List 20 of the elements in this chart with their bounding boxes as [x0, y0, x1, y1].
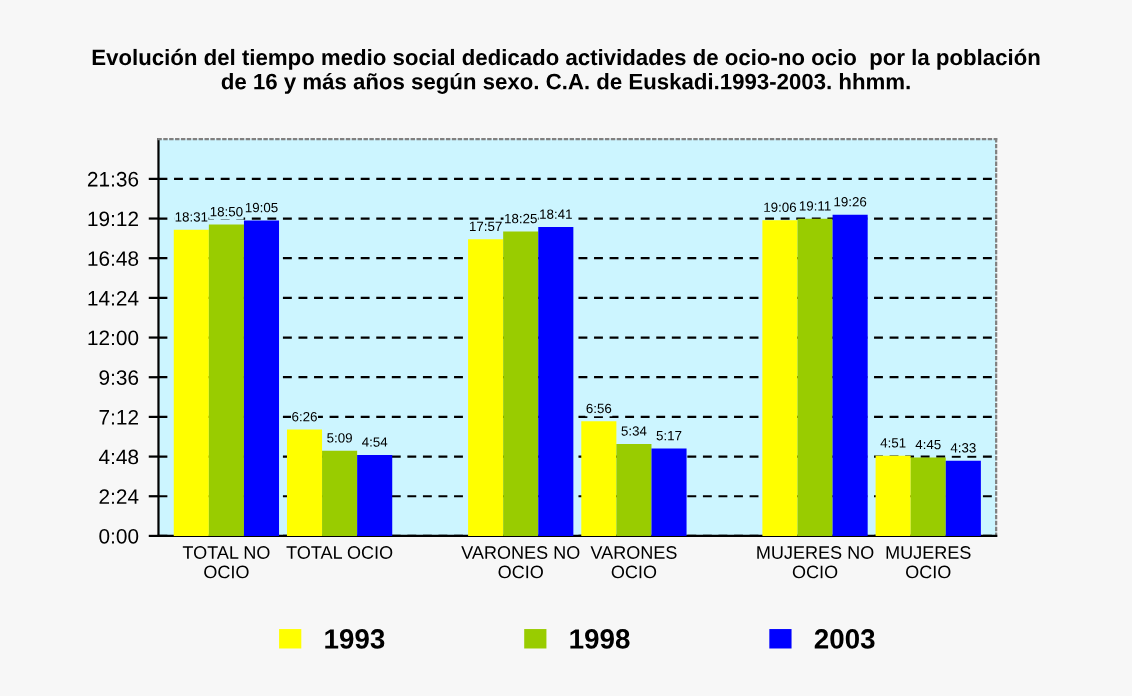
chart-title: Evolución del tiempo medio social dedicado actividades de ocio-no ocio por la población de 16 y más años según sexo. C.A. de Euskadi.1993-2003. hhmm.: [92, 48, 1040, 94]
y-tick-label: 12:00: [88, 330, 139, 346]
x-tick-label: VARONES NO OCIO: [461, 546, 580, 579]
x-tick-label: VARONES OCIO: [590, 546, 677, 579]
y-tick-label: 2:24: [99, 489, 139, 504]
legend-label: 1993: [325, 629, 385, 649]
x-tick-label: TOTAL OCIO: [286, 546, 393, 559]
y-tick-label: 9:36: [99, 370, 139, 385]
y-tick-label: 4:48: [98, 449, 139, 465]
y-tick-label: 7:12: [99, 409, 138, 425]
y-tick-label: 16:48: [88, 251, 139, 266]
y-tick-label: 0:00: [99, 528, 139, 544]
legend-label: 1998: [570, 629, 630, 649]
x-tick-label: MUJERES NO OCIO: [757, 546, 874, 579]
legend-label: 2003: [814, 629, 875, 649]
y-tick-label: 21:36: [87, 171, 139, 187]
x-tick-label: MUJERES OCIO: [886, 546, 971, 579]
y-tick-label: 14:24: [88, 290, 139, 306]
y-tick-label: 19:12: [88, 211, 138, 227]
x-tick-label: TOTAL NO OCIO: [182, 546, 270, 579]
